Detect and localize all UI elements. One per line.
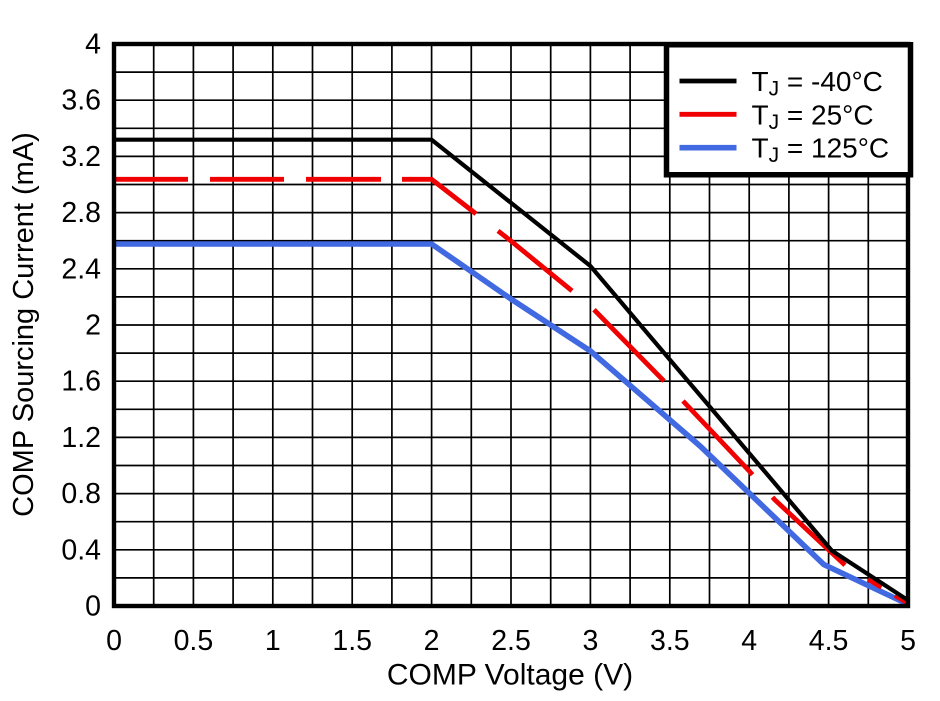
svg-text:0: 0: [85, 591, 101, 623]
svg-text:2: 2: [424, 625, 440, 657]
svg-text:3.6: 3.6: [61, 85, 101, 117]
svg-text:COMP Sourcing Current (mA): COMP Sourcing Current (mA): [8, 132, 40, 517]
svg-text:0.5: 0.5: [174, 625, 214, 657]
svg-text:0: 0: [106, 625, 122, 657]
svg-text:0.8: 0.8: [61, 478, 101, 510]
svg-text:4: 4: [85, 29, 101, 61]
svg-text:4.5: 4.5: [809, 625, 849, 657]
svg-text:2.4: 2.4: [61, 253, 101, 285]
svg-text:1.5: 1.5: [332, 625, 372, 657]
svg-text:4: 4: [741, 625, 757, 657]
svg-text:1: 1: [265, 625, 281, 657]
svg-text:0.4: 0.4: [61, 534, 101, 566]
svg-text:3.2: 3.2: [61, 141, 101, 173]
svg-text:1.2: 1.2: [61, 422, 101, 454]
svg-text:2.5: 2.5: [491, 625, 531, 657]
svg-text:2.8: 2.8: [61, 197, 101, 229]
svg-text:COMP Voltage (V): COMP Voltage (V): [387, 658, 633, 691]
svg-text:3.5: 3.5: [650, 625, 690, 657]
svg-text:3: 3: [582, 625, 598, 657]
svg-text:5: 5: [900, 625, 916, 657]
svg-text:2: 2: [85, 310, 101, 342]
svg-text:1.6: 1.6: [61, 366, 101, 398]
